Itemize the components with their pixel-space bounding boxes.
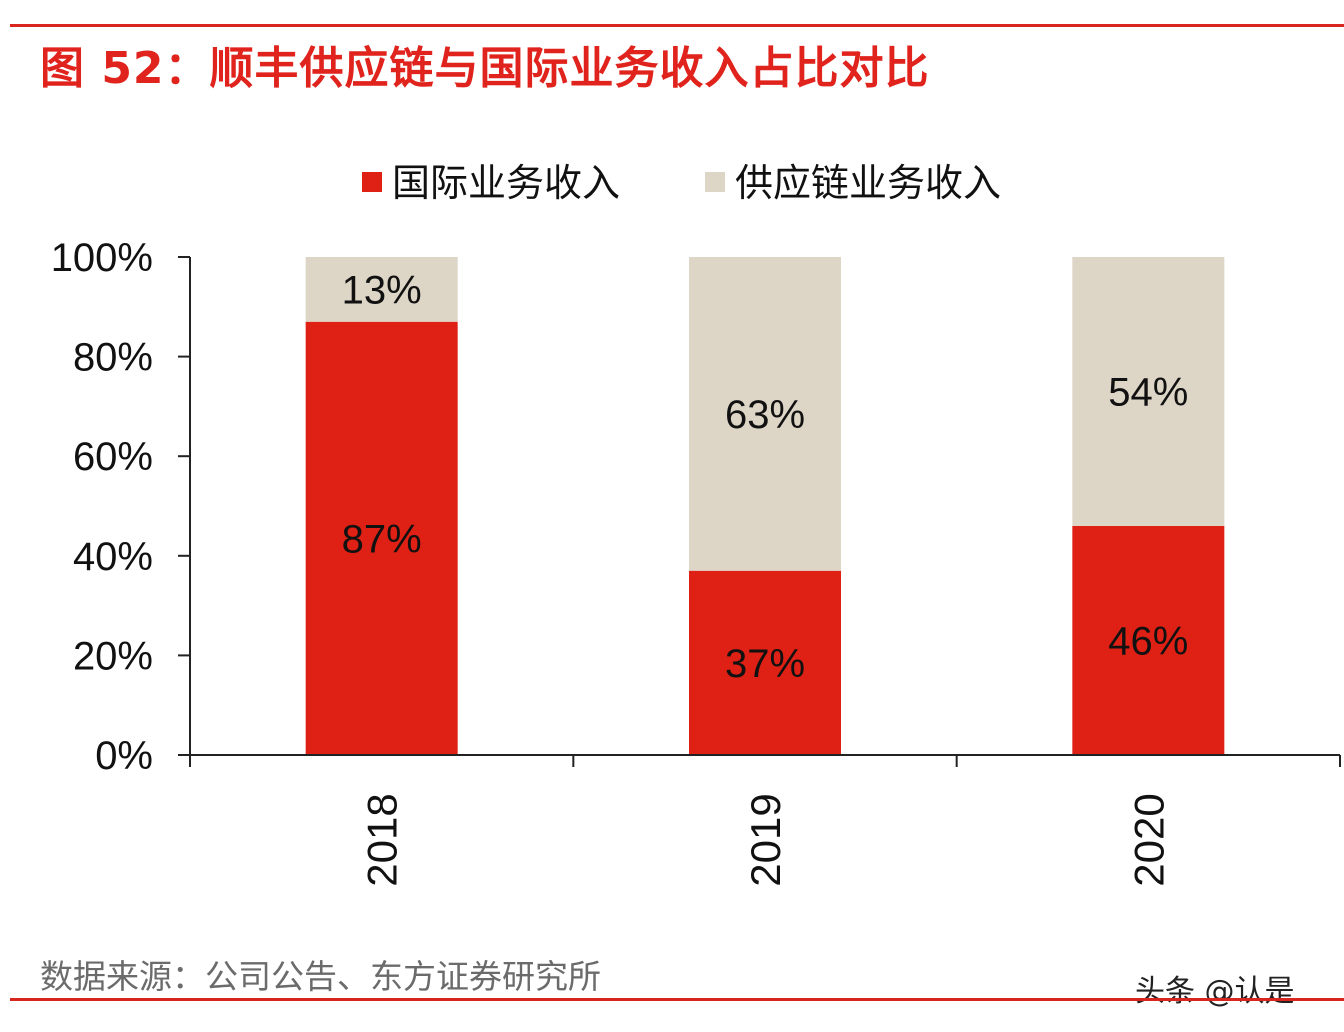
y-tick-label: 20% (73, 634, 153, 678)
bar-segment (1072, 525, 1225, 755)
bottom-rule (10, 998, 1344, 1001)
y-tick-label: 100% (51, 236, 153, 280)
data-label: 37% (725, 642, 805, 686)
watermark: 头条 @认是 (1135, 974, 1295, 1009)
x-tick-label: 2020 (1125, 793, 1172, 886)
chart-title: 图 52：顺丰供应链与国际业务收入占比对比 (40, 43, 930, 94)
data-label: 87% (342, 517, 422, 561)
data-label: 46% (1108, 619, 1188, 663)
data-label: 13% (342, 268, 422, 312)
data-label: 54% (1108, 370, 1188, 414)
top-rule (10, 24, 1344, 27)
y-tick-label: 0% (95, 734, 153, 778)
bar-segment (305, 257, 458, 322)
bar-segment (1072, 257, 1225, 526)
x-tick-label: 2018 (359, 793, 406, 886)
y-tick-label: 80% (73, 336, 153, 380)
bar-segment (305, 321, 458, 755)
legend-label: 供应链业务收入 (735, 163, 1001, 205)
data-label: 63% (725, 393, 805, 437)
legend-swatch (705, 172, 725, 192)
bar-segment (689, 257, 841, 571)
y-tick-label: 40% (73, 535, 153, 579)
source-note: 数据来源：公司公告、东方证券研究所 (40, 957, 601, 996)
x-tick-label: 2019 (742, 793, 789, 886)
y-tick-label: 60% (73, 435, 153, 479)
legend-swatch (362, 172, 382, 192)
legend-label: 国际业务收入 (392, 163, 620, 205)
bar-segment (689, 570, 841, 755)
